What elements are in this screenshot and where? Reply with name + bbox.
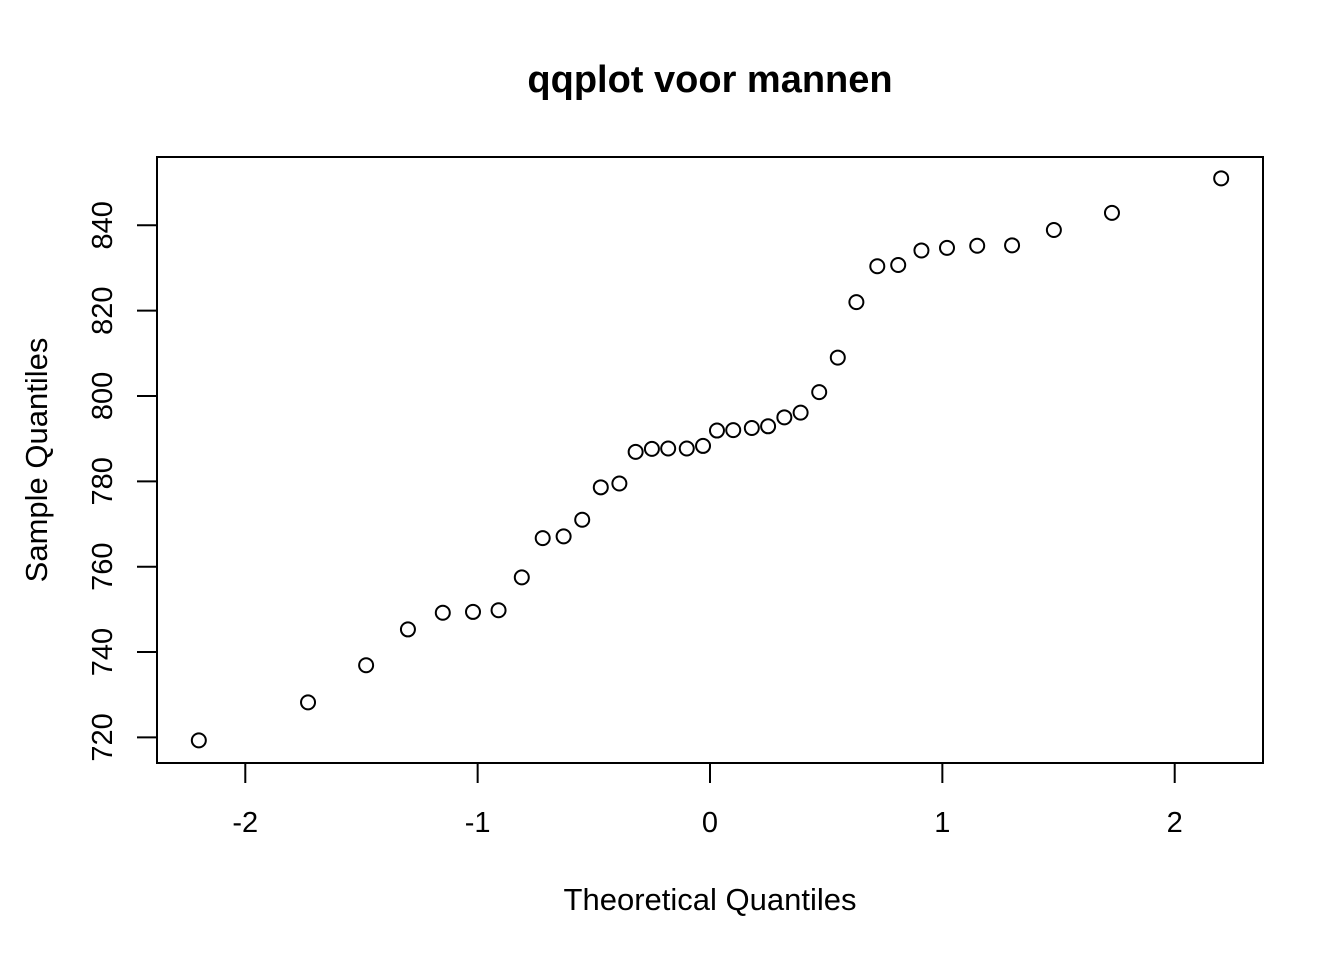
data-point bbox=[890, 256, 907, 273]
x-tick-label: 2 bbox=[1167, 807, 1183, 839]
data-points bbox=[190, 170, 1230, 749]
y-tick-label: 760 bbox=[87, 542, 119, 590]
x-tick-label: -1 bbox=[465, 807, 491, 839]
data-point bbox=[792, 404, 809, 421]
y-tick-label: 840 bbox=[87, 201, 119, 249]
x-tick-label: 1 bbox=[934, 807, 950, 839]
data-point bbox=[678, 440, 695, 457]
y-tick-label: 720 bbox=[87, 713, 119, 761]
data-point bbox=[695, 437, 712, 454]
y-tick-label: 800 bbox=[87, 372, 119, 420]
data-point bbox=[869, 258, 886, 275]
data-point bbox=[725, 422, 742, 439]
data-point bbox=[811, 384, 828, 401]
data-point bbox=[829, 349, 846, 366]
x-tick-label: -2 bbox=[232, 807, 258, 839]
data-point bbox=[555, 528, 572, 545]
data-point bbox=[627, 443, 644, 460]
data-point bbox=[434, 604, 451, 621]
data-point bbox=[848, 294, 865, 311]
data-point bbox=[465, 603, 481, 620]
data-point bbox=[513, 569, 530, 586]
y-axis: 720 740 760 780 800 820 840 bbox=[87, 201, 157, 762]
y-tick-label: 740 bbox=[87, 628, 119, 676]
data-point bbox=[1045, 221, 1062, 238]
data-point bbox=[592, 479, 609, 496]
data-point bbox=[708, 422, 725, 439]
chart-title: qqplot voor mannen bbox=[527, 59, 892, 101]
data-point bbox=[643, 440, 660, 457]
data-point bbox=[490, 602, 507, 619]
data-point bbox=[660, 440, 677, 457]
y-tick-label: 780 bbox=[87, 457, 119, 505]
x-tick-label: 0 bbox=[702, 807, 718, 839]
data-point bbox=[399, 621, 416, 638]
y-tick-label: 820 bbox=[87, 286, 119, 334]
data-point bbox=[534, 530, 551, 547]
data-point bbox=[611, 475, 628, 492]
data-point bbox=[300, 694, 317, 711]
data-point bbox=[358, 657, 375, 674]
data-point bbox=[776, 409, 793, 426]
data-point bbox=[1213, 170, 1230, 187]
data-point bbox=[760, 418, 777, 435]
data-point bbox=[969, 237, 986, 254]
plot-frame bbox=[156, 156, 1264, 764]
x-axis-label: Theoretical Quantiles bbox=[564, 882, 857, 917]
data-point bbox=[1103, 204, 1120, 221]
data-point bbox=[913, 242, 930, 259]
data-point bbox=[190, 732, 207, 749]
data-point bbox=[1004, 237, 1021, 254]
data-point bbox=[574, 511, 591, 528]
data-point bbox=[939, 239, 955, 256]
x-axis: -2 -1 0 1 2 bbox=[232, 763, 1183, 839]
data-point bbox=[743, 419, 760, 436]
y-axis-label: Sample Quantiles bbox=[19, 338, 54, 583]
